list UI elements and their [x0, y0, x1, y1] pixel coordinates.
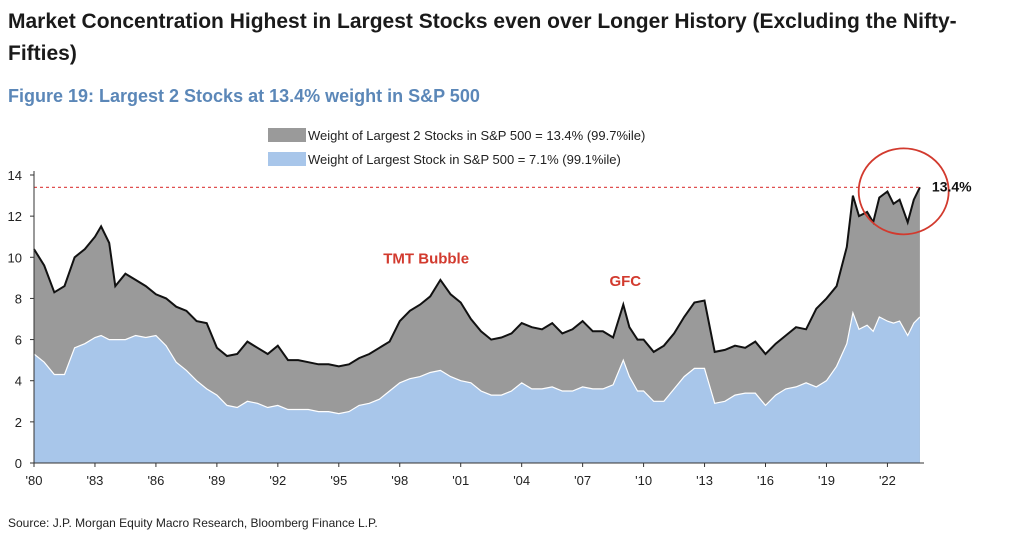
annotation-tmt-bubble: TMT Bubble	[383, 250, 469, 267]
reference-value-label: 13.4%	[932, 178, 972, 194]
x-tick-label: '89	[208, 473, 225, 488]
legend-swatch-largest-stock	[268, 152, 306, 166]
x-tick-label: '13	[696, 473, 713, 488]
x-tick-label: '86	[147, 473, 164, 488]
x-tick-label: '16	[757, 473, 774, 488]
source-note: Source: J.P. Morgan Equity Macro Researc…	[8, 516, 378, 530]
legend-swatch-largest-2-stocks	[268, 128, 306, 142]
x-tick-label: '22	[879, 473, 896, 488]
chart-legend: Weight of Largest 2 Stocks in S&P 500 = …	[268, 128, 645, 167]
figure-title: Figure 19: Largest 2 Stocks at 13.4% wei…	[8, 86, 480, 106]
y-tick-label: 0	[15, 456, 22, 471]
y-tick-label: 6	[15, 333, 22, 348]
x-tick-label: '80	[26, 473, 43, 488]
y-tick-label: 4	[15, 374, 22, 389]
highlight-circle	[857, 147, 950, 236]
chart-axes: 0 2 4 6 8 10 12 14 '80 '83 '86 '89 '92 '95 '98 '01 '04 '0…	[8, 168, 924, 488]
x-tick-label: '10	[635, 473, 652, 488]
x-tick-label: '83	[86, 473, 103, 488]
legend-label-largest-stock: Weight of Largest Stock in S&P 500 = 7.1…	[308, 152, 621, 167]
legend-label-largest-2-stocks: Weight of Largest 2 Stocks in S&P 500 = …	[308, 128, 645, 143]
x-tick-label: '92	[269, 473, 286, 488]
chart-areas	[33, 186, 921, 464]
x-tick-label: '07	[574, 473, 591, 488]
y-tick-label: 14	[8, 168, 22, 183]
y-tick-label: 12	[8, 209, 22, 224]
y-tick-label: 8	[15, 291, 22, 306]
y-tick-label: 10	[8, 250, 22, 265]
chart-annotations: TMT Bubble GFC	[383, 250, 641, 290]
x-tick-label: '04	[513, 473, 530, 488]
x-tick-label: '01	[452, 473, 469, 488]
line-largest-2-stocks	[33, 186, 921, 368]
x-tick-label: '98	[391, 473, 408, 488]
x-tick-label: '95	[330, 473, 347, 488]
line-largest-stock	[33, 310, 921, 415]
chart-headline: Market Concentration Highest in Largest …	[8, 10, 957, 65]
x-tick-label: '19	[818, 473, 835, 488]
annotation-gfc: GFC	[609, 273, 641, 290]
y-tick-label: 2	[15, 415, 22, 430]
